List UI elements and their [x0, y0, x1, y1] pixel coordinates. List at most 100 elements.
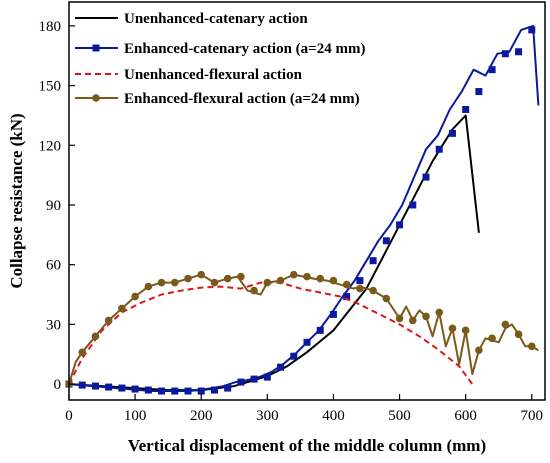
ticks-layer: 0 100 200 300 400 500 600 700 0 30 60 90 120 150 180 [39, 19, 544, 424]
data-point [462, 105, 470, 113]
data-point [210, 386, 218, 394]
data-point [289, 270, 298, 279]
legend-item: Unenhanced-flexural action [75, 67, 303, 83]
data-point [144, 282, 153, 291]
data-point [515, 48, 523, 56]
legend-item: Enhanced-catenary action (a=24 mm) [75, 41, 365, 57]
x-axis-title: Vertical displacement of the middle colu… [128, 436, 486, 455]
data-point [91, 332, 100, 341]
data-point [303, 272, 311, 281]
x-tick-label: 200 [190, 408, 213, 424]
data-point [78, 348, 87, 357]
data-point [395, 314, 404, 323]
data-point [118, 384, 126, 392]
data-point [435, 308, 444, 317]
data-point [250, 375, 258, 383]
x-tick-label: 500 [388, 408, 411, 424]
data-point [104, 316, 113, 325]
data-point [91, 382, 99, 390]
data-point [475, 346, 483, 355]
data-point [382, 294, 391, 303]
plot-frame [68, 1, 546, 401]
data-point [382, 237, 390, 245]
y-axis-title: Collapse resistance (kN) [7, 113, 26, 288]
data-point [528, 26, 536, 34]
data-point [118, 304, 126, 313]
data-point [396, 221, 404, 229]
data-point [290, 352, 298, 360]
x-tick-label: 0 [65, 408, 73, 424]
data-point [157, 278, 166, 287]
data-point [409, 201, 417, 209]
series-2 [65, 24, 540, 395]
legend-item: Unenhanced-catenary action [75, 11, 308, 27]
data-point [277, 363, 285, 371]
data-point [342, 280, 351, 289]
legend-label: Enhanced-catenary action (a=24 mm) [124, 41, 365, 57]
data-point [144, 386, 152, 394]
y-tick-label: 90 [46, 198, 61, 214]
series-layer [65, 24, 540, 395]
data-point [356, 277, 364, 285]
legend-label: Enhanced-flexural action (a=24 mm) [124, 91, 360, 107]
x-tick-label: 100 [124, 408, 147, 424]
data-point [197, 270, 206, 279]
y-tick-label: 150 [39, 79, 62, 95]
y-tick-label: 0 [54, 377, 62, 393]
series-line [68, 114, 480, 392]
x-tick-label: 600 [454, 408, 477, 424]
data-point [435, 145, 443, 153]
series-3 [68, 281, 474, 385]
x-tick-label: 300 [256, 408, 279, 424]
data-point [475, 88, 483, 96]
data-point [501, 50, 509, 58]
data-point [448, 129, 456, 137]
axes-layer [68, 1, 546, 401]
data-point [237, 378, 245, 386]
data-point [461, 326, 470, 335]
data-point [263, 278, 272, 287]
data-point [171, 387, 179, 395]
data-point [158, 387, 166, 395]
y-tick-label: 120 [39, 138, 62, 154]
series-4 [65, 270, 539, 388]
series-line [68, 281, 474, 385]
data-point [422, 173, 430, 181]
x-tick-label: 400 [322, 408, 345, 424]
data-point [329, 310, 337, 318]
data-point [184, 274, 192, 283]
y-tick-label: 30 [46, 317, 61, 333]
data-point [105, 383, 113, 391]
data-point [263, 373, 271, 381]
data-point [131, 292, 139, 301]
data-point [170, 278, 179, 287]
data-point [303, 338, 311, 346]
data-point [448, 324, 457, 333]
data-point [329, 276, 338, 285]
data-point [369, 257, 377, 265]
data-point [237, 272, 245, 281]
legend-label: Unenhanced-flexural action [124, 67, 303, 83]
data-point [488, 334, 496, 343]
legend-marker [92, 94, 100, 102]
data-point [369, 286, 377, 295]
data-point [488, 66, 496, 74]
data-point [276, 276, 285, 285]
data-point [224, 384, 232, 392]
legend-item: Enhanced-flexural action (a=24 mm) [75, 91, 360, 107]
data-point [422, 312, 430, 321]
data-point [78, 381, 86, 389]
data-point [210, 278, 219, 287]
x-tick-label: 700 [521, 408, 544, 424]
data-point [343, 293, 351, 301]
data-point [316, 326, 324, 334]
series-1 [68, 114, 480, 392]
data-point [184, 387, 192, 395]
legend: Unenhanced-catenary action Enhanced-caten… [75, 11, 365, 107]
legend-marker [92, 44, 100, 52]
y-tick-label: 180 [39, 19, 62, 35]
data-point [223, 274, 232, 283]
data-point [514, 330, 523, 339]
